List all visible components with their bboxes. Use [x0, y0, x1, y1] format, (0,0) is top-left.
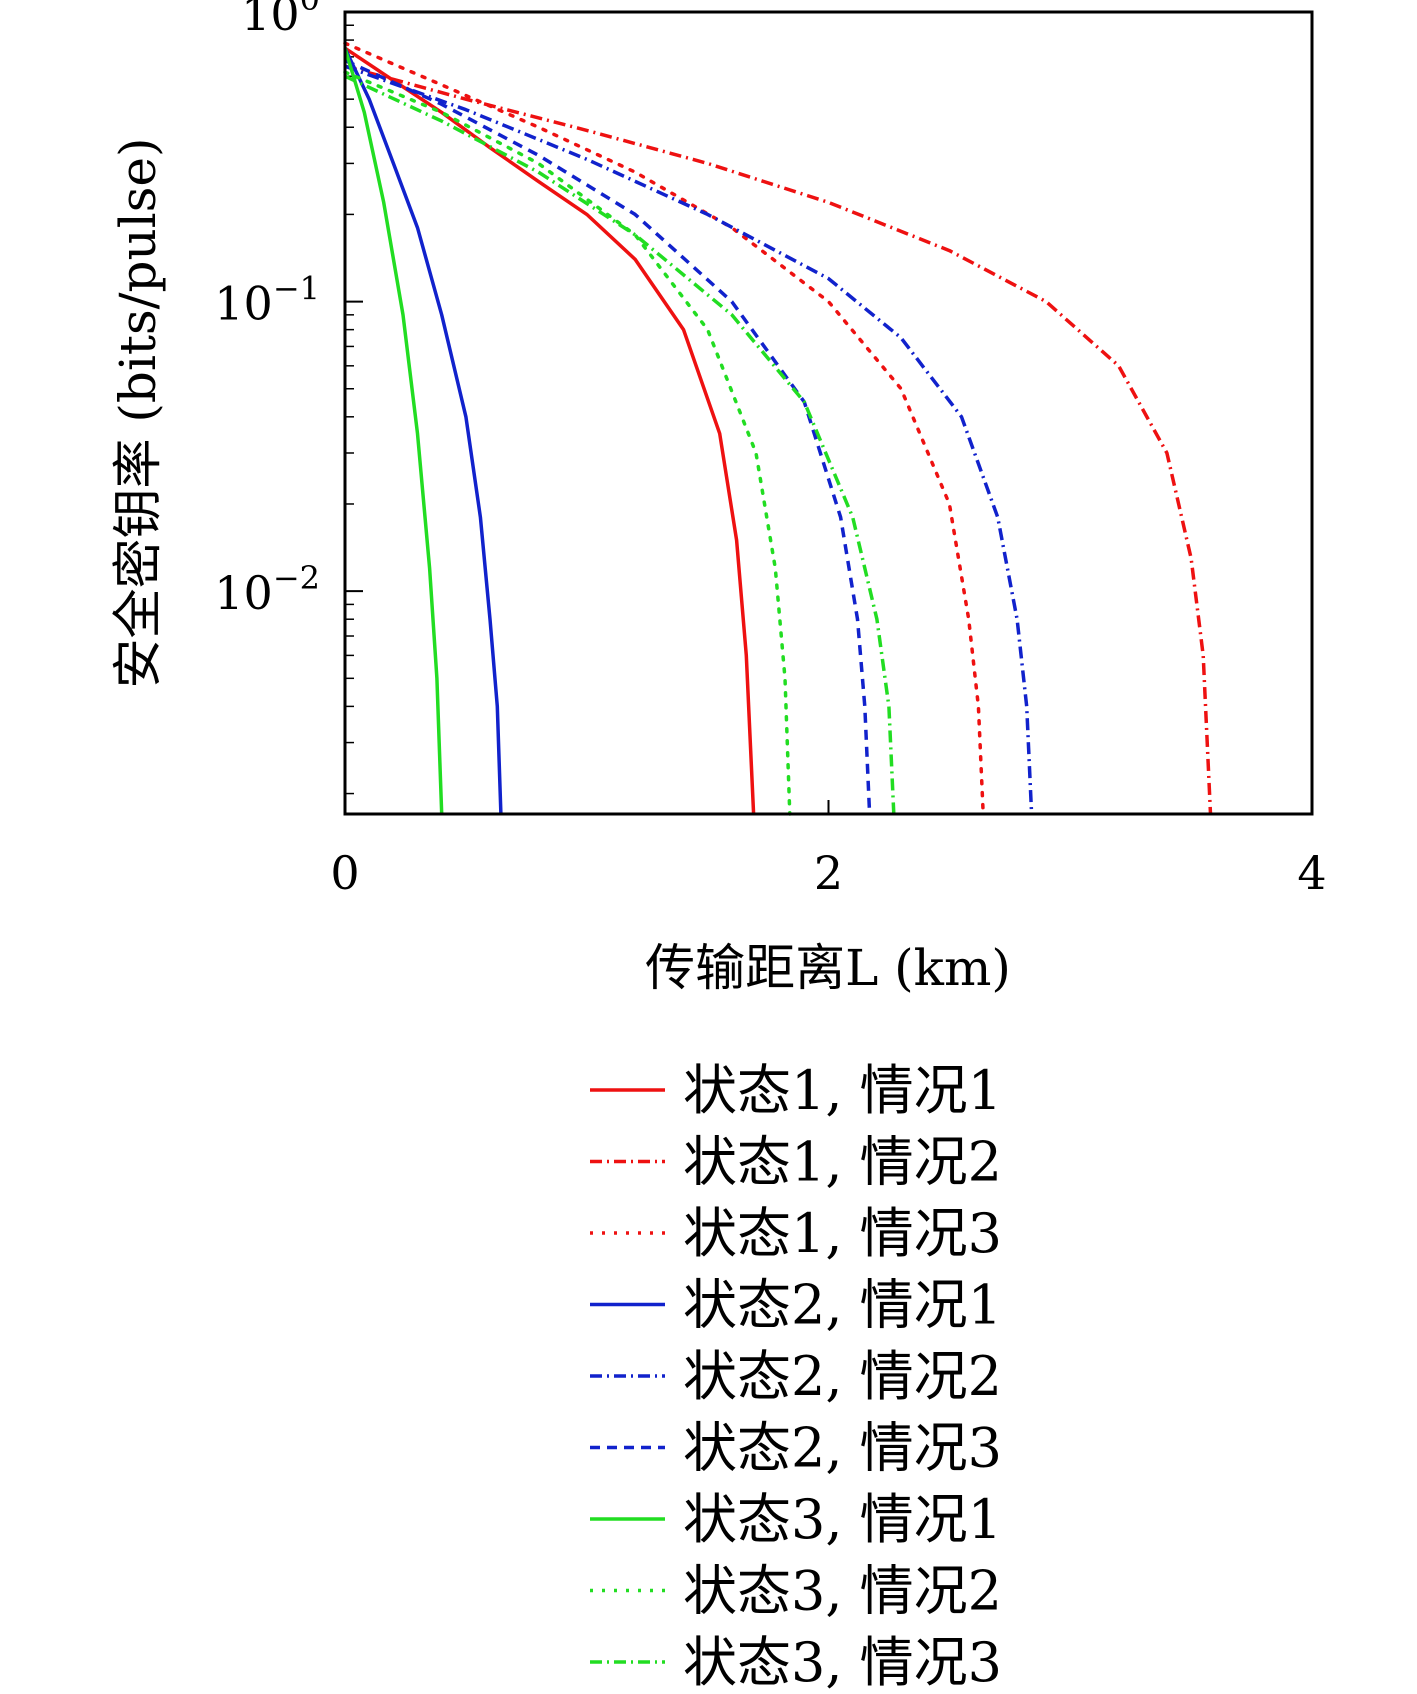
y-tick-label: 10−1 — [214, 270, 320, 331]
x-tick-label: 4 — [1297, 846, 1326, 900]
series-line-4 — [343, 47, 503, 815]
legend: 状态1, 情况1 状态1, 情况2 状态1, 情况3 状态2, 情况1 状态2, 情况2… — [590, 1059, 1002, 1694]
legend-label: 状态3, 情况2 — [683, 1560, 1002, 1623]
legend-label: 状态2, 情况3 — [683, 1417, 1002, 1480]
series-line-2 — [344, 64, 1213, 815]
y-axis: 100 10−1 10−2 — [214, 0, 363, 795]
series-line-9 — [344, 74, 896, 815]
series-line-5 — [344, 64, 1034, 815]
y-tick-label: 10−2 — [214, 559, 320, 620]
plot-frame — [343, 10, 1314, 816]
legend-label: 状态2, 情况1 — [683, 1274, 1002, 1337]
series-line-8 — [343, 70, 792, 816]
legend-label: 状态3, 情况3 — [683, 1631, 1002, 1694]
series-line-3 — [343, 41, 985, 816]
y-axis-title: 安全密钥率 (bits/pulse) — [109, 138, 167, 689]
series-line-7 — [343, 47, 444, 815]
legend-label: 状态2, 情况2 — [683, 1345, 1002, 1408]
series-line-1 — [344, 46, 756, 815]
x-axis-title: 传输距离L (km) — [645, 939, 1011, 997]
series-line-6 — [344, 58, 872, 815]
series-lines — [343, 41, 1213, 816]
legend-label: 状态1, 情况1 — [683, 1059, 1002, 1122]
x-tick-label: 2 — [814, 846, 843, 900]
legend-label: 状态3, 情况1 — [683, 1488, 1002, 1551]
x-axis: 0 2 4 — [330, 800, 1327, 900]
legend-label: 状态1, 情况3 — [683, 1202, 1002, 1265]
legend-label: 状态1, 情况2 — [683, 1131, 1002, 1194]
x-tick-label: 0 — [330, 846, 359, 900]
y-tick-label: 100 — [241, 0, 320, 41]
